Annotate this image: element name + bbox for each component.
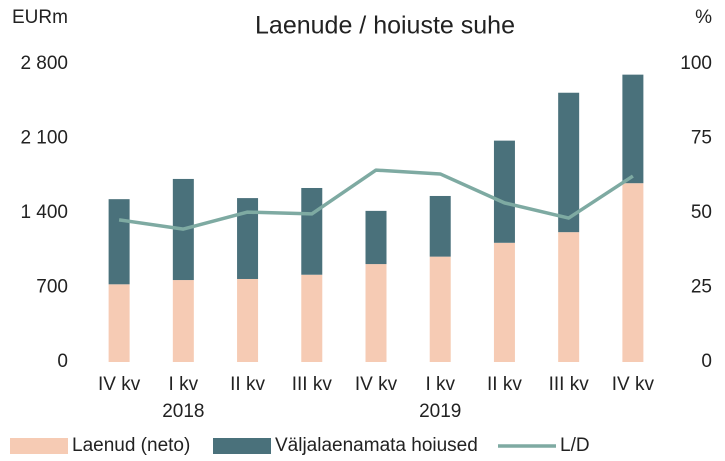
legend-swatch bbox=[10, 438, 68, 454]
x-tick-label: I kv bbox=[169, 374, 199, 395]
bar-segment bbox=[558, 92, 580, 233]
y-tick-label: 700 bbox=[36, 277, 68, 298]
bar-segment bbox=[237, 278, 259, 362]
y2-tick-label: 100 bbox=[680, 53, 712, 74]
bar-segment bbox=[622, 183, 644, 362]
x-group-label: 2019 bbox=[419, 401, 461, 422]
x-tick-label: I kv bbox=[425, 374, 455, 395]
y-axis-label: EURm bbox=[12, 7, 68, 28]
bar-segment bbox=[108, 284, 130, 362]
bar-segment bbox=[301, 274, 323, 362]
bar-segment bbox=[108, 199, 130, 285]
y-tick-label: 2 800 bbox=[20, 53, 68, 74]
bar-segment bbox=[429, 256, 451, 362]
bar-segment bbox=[237, 198, 259, 279]
y-tick-label: 0 bbox=[57, 351, 68, 372]
bar-segment bbox=[365, 210, 387, 265]
x-tick-label: III kv bbox=[549, 374, 590, 395]
bar-segment bbox=[558, 232, 580, 362]
chart-title: Laenude / hoiuste suhe bbox=[255, 12, 515, 40]
y2-tick-label: 75 bbox=[691, 128, 712, 149]
bar-segment bbox=[429, 195, 451, 257]
bar-segment bbox=[622, 74, 644, 184]
legend-label: L/D bbox=[560, 435, 590, 456]
bar-segment bbox=[172, 280, 194, 362]
y2-tick-label: 0 bbox=[701, 351, 712, 372]
x-tick-label: III kv bbox=[292, 374, 333, 395]
legend-label: Väljalaenamata hoiused bbox=[275, 435, 478, 456]
bar-segment bbox=[365, 264, 387, 362]
legend-swatch bbox=[213, 438, 271, 454]
y2-axis-label: % bbox=[695, 7, 712, 28]
x-tick-label: II kv bbox=[487, 374, 522, 395]
bar-segment bbox=[301, 187, 323, 275]
x-tick-label: IV kv bbox=[98, 374, 141, 395]
y2-tick-label: 50 bbox=[691, 202, 712, 223]
x-tick-label: II kv bbox=[230, 374, 265, 395]
line-series bbox=[118, 168, 634, 231]
x-tick-label: IV kv bbox=[355, 374, 398, 395]
legend-label: Laenud (neto) bbox=[72, 435, 190, 456]
y2-tick-label: 25 bbox=[691, 277, 712, 298]
bar-segment bbox=[493, 140, 515, 243]
x-tick-label: IV kv bbox=[612, 374, 655, 395]
y-tick-label: 1 400 bbox=[20, 202, 68, 223]
x-group-label: 2018 bbox=[162, 401, 204, 422]
y-tick-label: 2 100 bbox=[20, 128, 68, 149]
bar-segment bbox=[493, 242, 515, 362]
